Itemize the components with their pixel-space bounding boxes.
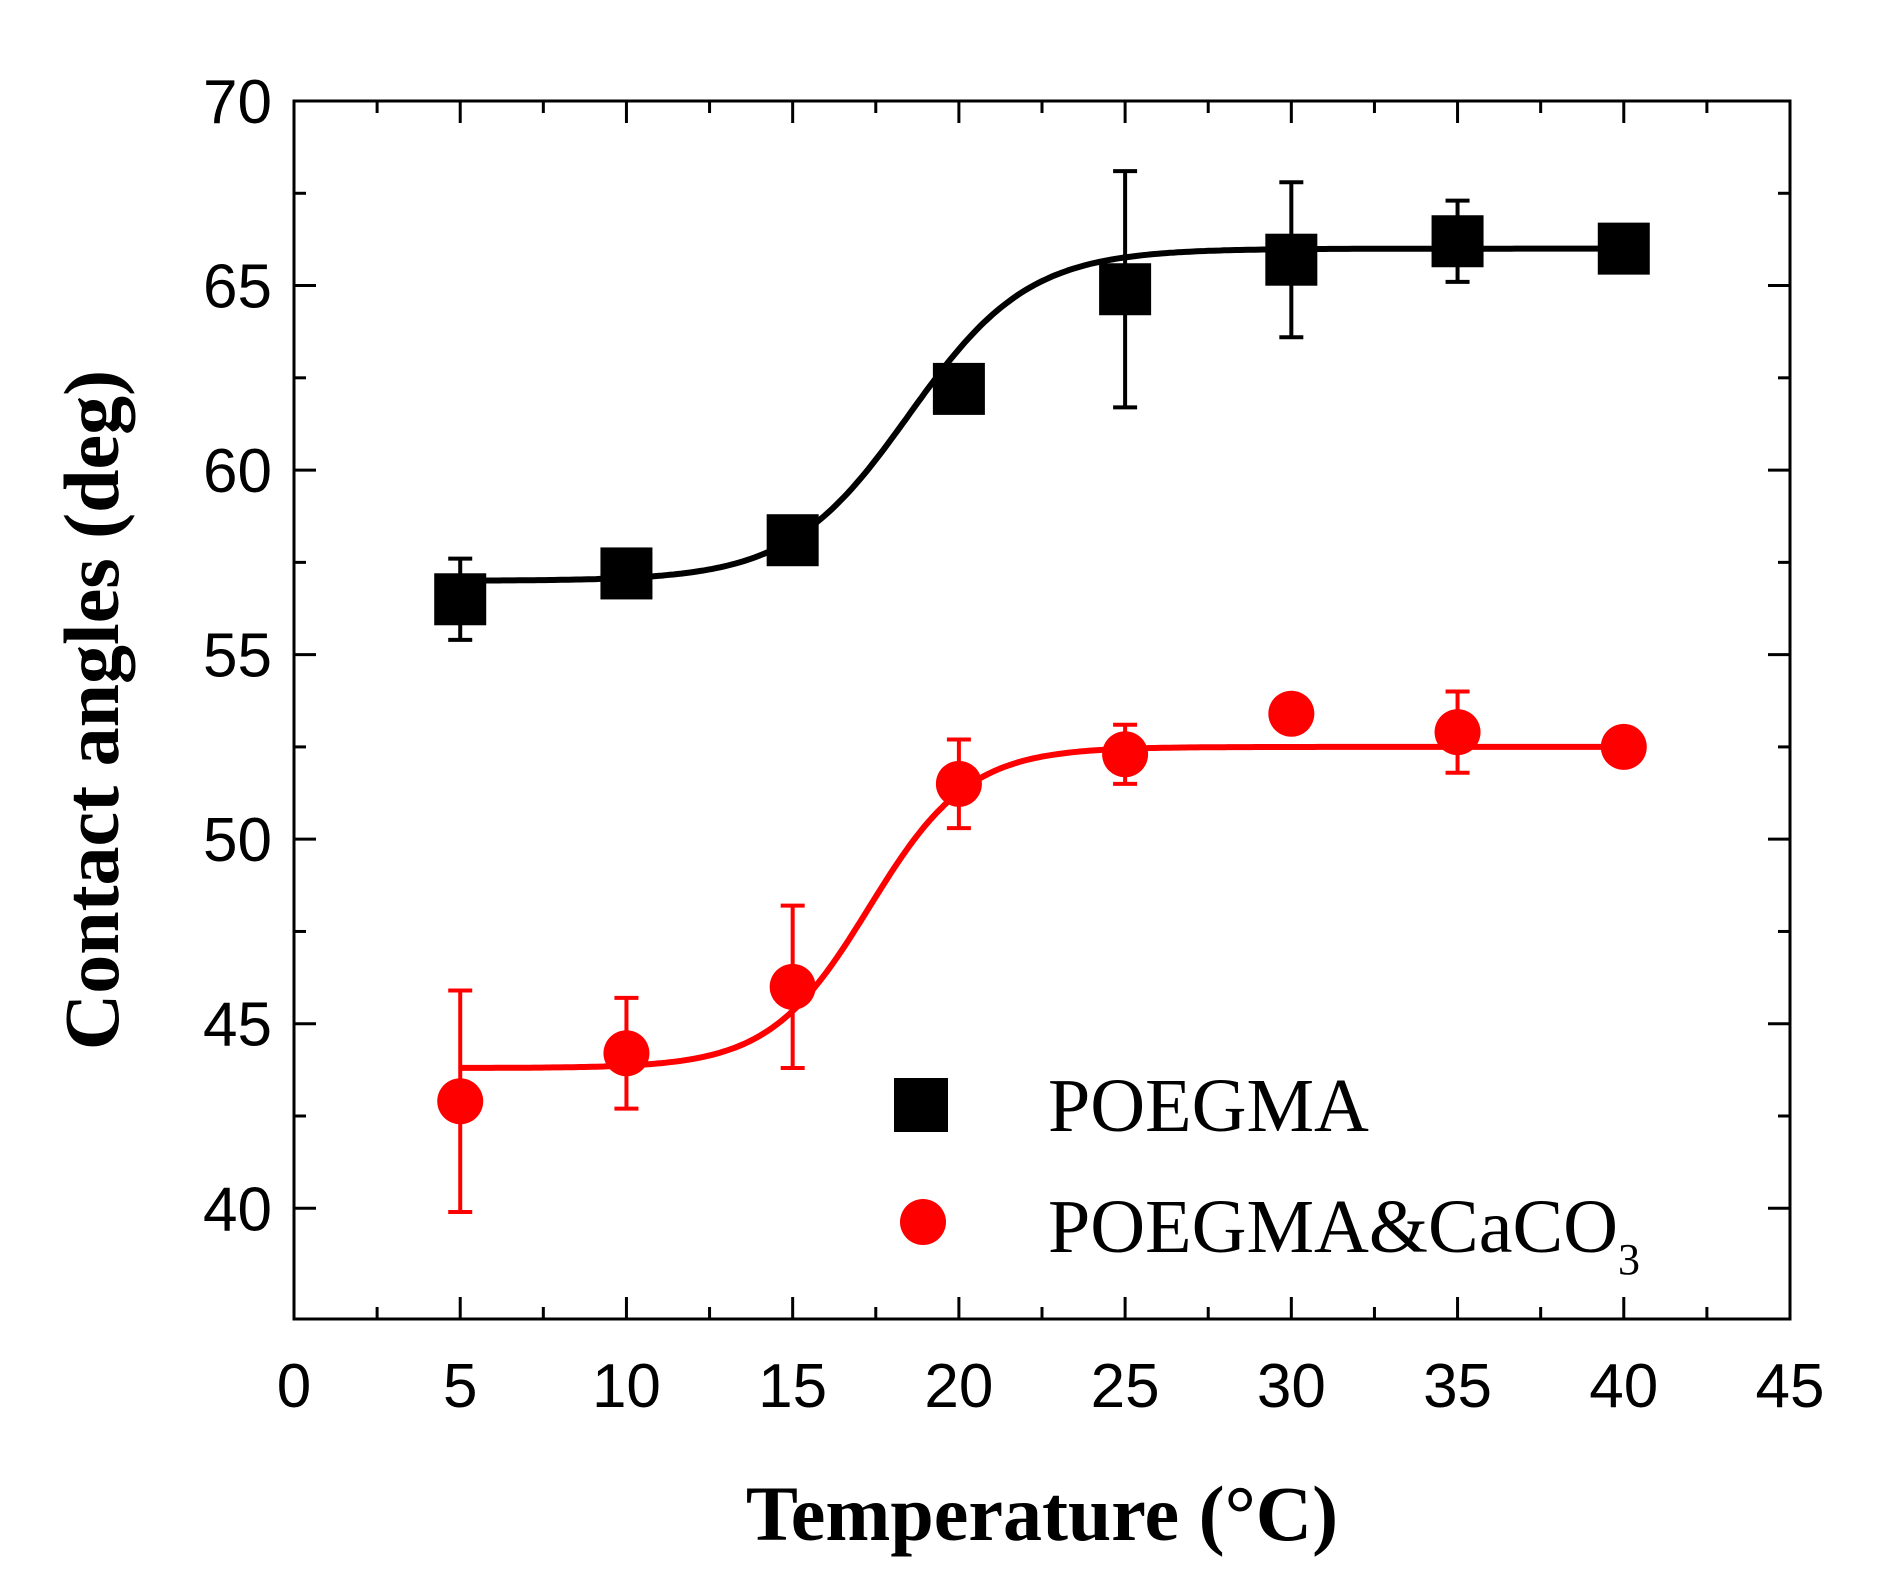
fit-curve [460, 743, 1624, 1071]
y-tick-label: 65 [203, 253, 272, 322]
y-tick-label: 70 [203, 68, 272, 137]
data-point [769, 963, 816, 1010]
y-axis-title: Contact angles (deg) [48, 370, 135, 1050]
fit-curve [460, 245, 1624, 584]
y-tick-label: 40 [203, 1175, 272, 1244]
x-tick-label: 40 [1589, 1352, 1658, 1421]
x-tick-label: 35 [1423, 1352, 1492, 1421]
tick-labels: 0 5 10 15 20 25 30 35 40 45 40 45 50 55 60 65 70 [203, 68, 1824, 1421]
y-tick-label: 50 [203, 806, 272, 875]
x-tick-label: 15 [758, 1352, 827, 1421]
y-tick-label: 45 [203, 991, 272, 1060]
x-tick-label: 30 [1257, 1352, 1326, 1421]
legend-marker-poegma [894, 1078, 948, 1132]
x-tick-label: 10 [592, 1352, 661, 1421]
legend-label-poegma-caco3: POEGMA&CaCO3 [1048, 1185, 1640, 1284]
data-point [1099, 263, 1152, 316]
data-point [1597, 222, 1650, 275]
data-point [766, 514, 819, 567]
x-axis-title: Temperature (°C) [746, 1470, 1338, 1557]
plot-content [434, 169, 1650, 1214]
y-tick-label: 60 [203, 437, 272, 506]
data-point [1102, 731, 1149, 778]
data-point [603, 1030, 650, 1077]
data-point [932, 362, 985, 415]
x-tick-label: 45 [1756, 1352, 1825, 1421]
x-tick-label: 0 [277, 1352, 311, 1421]
data-point [1431, 215, 1484, 268]
data-point [600, 547, 653, 600]
x-tick-label: 20 [924, 1352, 993, 1421]
legend-label-poegma-caco3-subscript: 3 [1618, 1235, 1640, 1284]
x-tick-label: 25 [1091, 1352, 1160, 1421]
data-point [1268, 690, 1315, 737]
data-point [935, 760, 982, 807]
data-point [1600, 723, 1647, 770]
legend-marker-poegma-caco3 [900, 1199, 946, 1245]
y-tick-label: 55 [203, 622, 272, 691]
legend: POEGMA POEGMA&CaCO3 [894, 1064, 1640, 1284]
legend-label-poegma: POEGMA [1048, 1064, 1369, 1148]
legend-label-poegma-caco3-main: POEGMA&CaCO [1048, 1185, 1618, 1269]
data-point [1265, 233, 1318, 286]
series-0 [434, 169, 1650, 642]
data-point [1434, 709, 1481, 756]
data-point [434, 573, 487, 626]
axis-ticks [292, 99, 1792, 1319]
series-1 [437, 689, 1647, 1214]
data-point [437, 1078, 484, 1125]
x-tick-label: 5 [443, 1352, 477, 1421]
